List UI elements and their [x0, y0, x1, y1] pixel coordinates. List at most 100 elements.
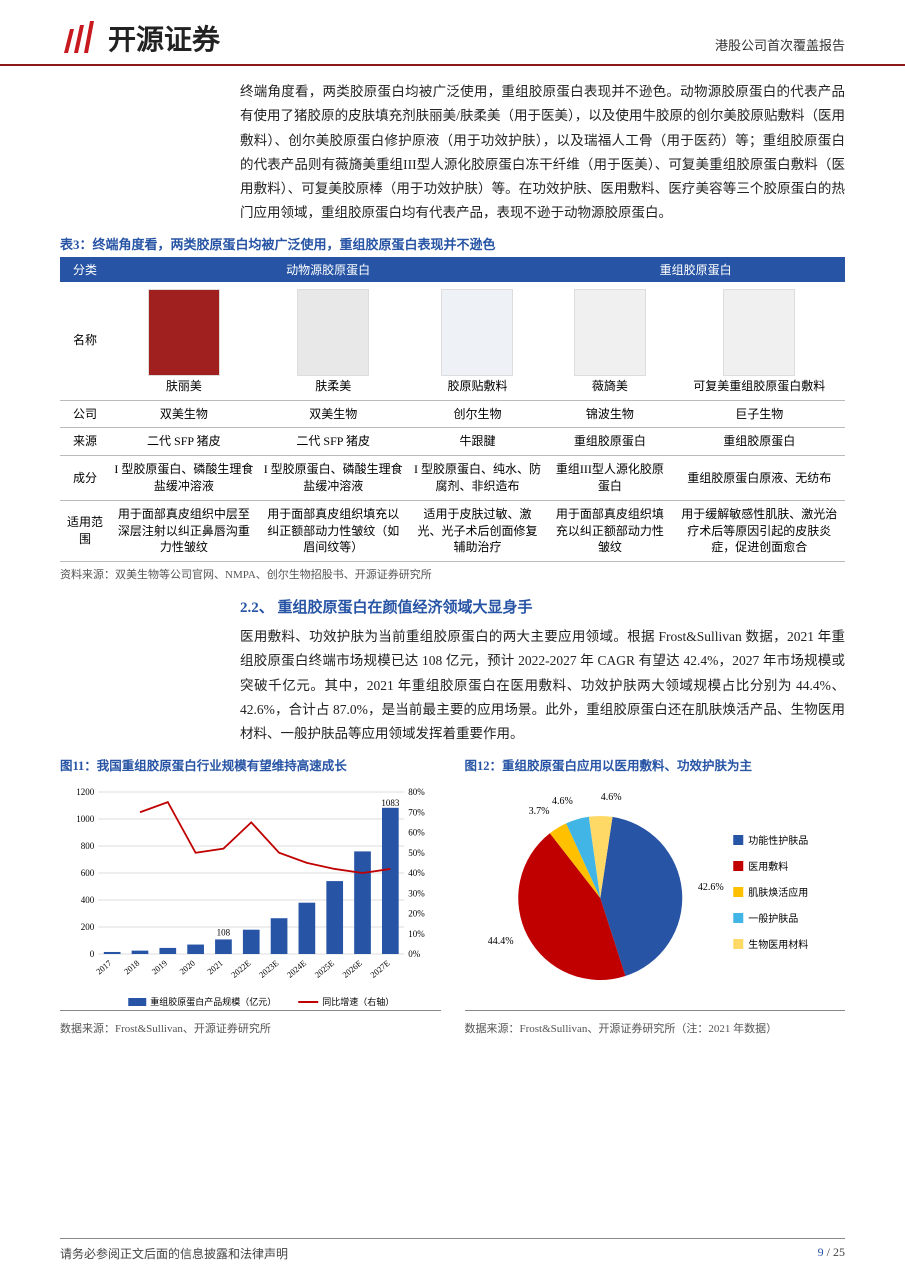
table-cell: I 型胶原蛋白、纯水、防腐剂、非织造布 — [409, 456, 547, 501]
product-cell: 肤柔美 — [258, 282, 409, 400]
product-name: 肤柔美 — [262, 378, 405, 395]
intro-paragraph: 终端角度看，两类胶原蛋白均被广泛使用，重组胶原蛋白表现并不逊色。动物源胶原蛋白的… — [240, 80, 845, 226]
svg-text:4.6%: 4.6% — [600, 792, 621, 803]
table-cell: 牛跟腱 — [409, 428, 547, 456]
product-cell: 薇旖美 — [546, 282, 673, 400]
svg-text:2018: 2018 — [122, 958, 141, 977]
table-cell: 巨子生物 — [674, 400, 845, 428]
fig11-title: 图11：我国重组胶原蛋白行业规模有望维持高速成长 — [60, 755, 441, 774]
svg-text:42.6%: 42.6% — [697, 882, 723, 893]
svg-text:3.7%: 3.7% — [528, 806, 549, 817]
table-cell: 双美生物 — [258, 400, 409, 428]
th-group-recomb: 重组胶原蛋白 — [546, 257, 845, 282]
svg-text:2022E: 2022E — [229, 958, 252, 980]
svg-text:1000: 1000 — [76, 814, 95, 824]
svg-text:2025E: 2025E — [313, 958, 336, 980]
svg-text:1200: 1200 — [76, 787, 95, 797]
table-cell: I 型胶原蛋白、磷酸生理食盐缓冲溶液 — [258, 456, 409, 501]
svg-text:108: 108 — [217, 927, 231, 937]
fig11-source: 数据来源：Frost&Sullivan、开源证券研究所 — [60, 1020, 441, 1036]
table-cell: 重组III型人源化胶原蛋白 — [546, 456, 673, 501]
product-image — [574, 289, 646, 376]
fig12-chart: 42.6%44.4%3.7%4.6%4.6%功能性护肤品医用敷料肌肤焕活应用一般… — [465, 780, 846, 1011]
row-label: 适用范围 — [60, 500, 110, 561]
content-area: 终端角度看，两类胶原蛋白均被广泛使用，重组胶原蛋白表现并不逊色。动物源胶原蛋白的… — [0, 74, 905, 1058]
svg-text:200: 200 — [81, 922, 95, 932]
product-name: 肤丽美 — [114, 378, 254, 395]
product-cell: 胶原贴敷料 — [409, 282, 547, 400]
table3-source: 资料来源：双美生物等公司官网、NMPA、创尔生物招股书、开源证券研究所 — [60, 566, 845, 582]
svg-text:2024E: 2024E — [285, 958, 308, 980]
page-header: 开源证券 港股公司首次覆盖报告 — [0, 0, 905, 66]
row-name-label: 名称 — [60, 282, 110, 400]
svg-text:医用敷料: 医用敷料 — [748, 860, 788, 873]
svg-text:80%: 80% — [408, 787, 425, 797]
svg-text:2017: 2017 — [94, 958, 113, 977]
svg-text:600: 600 — [81, 868, 95, 878]
svg-text:1083: 1083 — [381, 797, 400, 807]
doc-type: 港股公司首次覆盖报告 — [715, 35, 845, 58]
table-cell: 重组胶原蛋白 — [674, 428, 845, 456]
page-footer: 请务必参阅正文后面的信息披露和法律声明 9 / 25 — [60, 1238, 845, 1262]
charts-row: 图11：我国重组胶原蛋白行业规模有望维持高速成长 0 200 400 600 800 10… — [60, 755, 845, 1048]
svg-text:2021: 2021 — [205, 958, 224, 977]
product-image — [297, 289, 369, 376]
product-name: 可复美重组胶原蛋白敷料 — [678, 378, 841, 395]
fig11-box: 图11：我国重组胶原蛋白行业规模有望维持高速成长 0 200 400 600 800 10… — [60, 755, 441, 1048]
report-page: 开源证券 港股公司首次覆盖报告 终端角度看，两类胶原蛋白均被广泛使用，重组胶原蛋… — [0, 0, 905, 1280]
svg-text:400: 400 — [81, 895, 95, 905]
svg-text:2027E: 2027E — [368, 958, 391, 980]
product-cell: 肤丽美 — [110, 282, 258, 400]
page-number: 9 / 25 — [818, 1245, 845, 1262]
product-image — [148, 289, 220, 376]
table-cell: 用于面部真皮组织填充以纠正额部动力性皱纹（如眉间纹等） — [258, 500, 409, 561]
svg-text:0: 0 — [90, 949, 95, 959]
svg-text:0%: 0% — [408, 949, 421, 959]
brand-name: 开源证券 — [108, 18, 220, 58]
row-label: 来源 — [60, 428, 110, 456]
svg-text:44.4%: 44.4% — [487, 935, 513, 946]
table-cell: 用于面部真皮组织填充以纠正额部动力性皱纹 — [546, 500, 673, 561]
fig12-source: 数据来源：Frost&Sullivan、开源证券研究所（注：2021 年数据） — [465, 1020, 846, 1036]
svg-text:一般护肤品: 一般护肤品 — [748, 912, 798, 925]
row-label: 公司 — [60, 400, 110, 428]
svg-text:生物医用材料: 生物医用材料 — [748, 938, 808, 951]
brand-logo: 开源证券 — [60, 18, 220, 58]
table-cell: 二代 SFP 猪皮 — [110, 428, 258, 456]
table-cell: I 型胶原蛋白、磷酸生理食盐缓冲溶液 — [110, 456, 258, 501]
svg-text:2026E: 2026E — [340, 958, 363, 980]
table3-caption: 表3：终端角度看，两类胶原蛋白均被广泛使用，重组胶原蛋白表现并不逊色 — [60, 234, 845, 253]
table3: 分类 动物源胶原蛋白 重组胶原蛋白 名称肤丽美肤柔美胶原贴敷料薇旖美可复美重组胶… — [60, 257, 845, 562]
product-cell: 可复美重组胶原蛋白敷料 — [674, 282, 845, 400]
svg-text:20%: 20% — [408, 908, 425, 918]
footer-disclaimer: 请务必参阅正文后面的信息披露和法律声明 — [60, 1245, 288, 1262]
row-label: 成分 — [60, 456, 110, 501]
logo-icon — [60, 19, 100, 57]
product-image — [723, 289, 795, 376]
table-cell: 锦波生物 — [546, 400, 673, 428]
section-2-2-heading: 2.2、 重组胶原蛋白在颜值经济领域大显身手 — [240, 596, 845, 617]
table-cell: 适用于皮肤过敏、激光、光子术后创面修复辅助治疗 — [409, 500, 547, 561]
th-group-animal: 动物源胶原蛋白 — [110, 257, 546, 282]
fig11-chart: 0200400600800100012000%10%20%30%40%50%60… — [60, 780, 441, 1011]
table-cell: 二代 SFP 猪皮 — [258, 428, 409, 456]
svg-text:同比增速（右轴）: 同比增速（右轴） — [322, 996, 394, 1007]
table-cell: 创尔生物 — [409, 400, 547, 428]
svg-text:4.6%: 4.6% — [551, 796, 572, 807]
table-cell: 用于缓解敏感性肌肤、激光治疗术后等原因引起的皮肤炎症，促进创面愈合 — [674, 500, 845, 561]
svg-text:2023E: 2023E — [257, 958, 280, 980]
table-cell: 用于面部真皮组织中层至深层注射以纠正鼻唇沟重力性皱纹 — [110, 500, 258, 561]
svg-text:2020: 2020 — [177, 958, 196, 977]
svg-text:肌肤焕活应用: 肌肤焕活应用 — [748, 886, 808, 899]
section-2-2-para: 医用敷料、功效护肤为当前重组胶原蛋白的两大主要应用领域。根据 Frost&Sul… — [240, 625, 845, 746]
fig12-title: 图12：重组胶原蛋白应用以医用敷料、功效护肤为主 — [465, 755, 846, 774]
svg-text:70%: 70% — [408, 807, 425, 817]
product-image — [441, 289, 513, 376]
svg-text:2019: 2019 — [150, 958, 169, 977]
table-cell: 重组胶原蛋白原液、无纺布 — [674, 456, 845, 501]
svg-text:40%: 40% — [408, 868, 425, 878]
table-cell: 双美生物 — [110, 400, 258, 428]
svg-text:800: 800 — [81, 841, 95, 851]
product-name: 胶原贴敷料 — [413, 378, 543, 395]
svg-text:功能性护肤品: 功能性护肤品 — [748, 834, 808, 847]
